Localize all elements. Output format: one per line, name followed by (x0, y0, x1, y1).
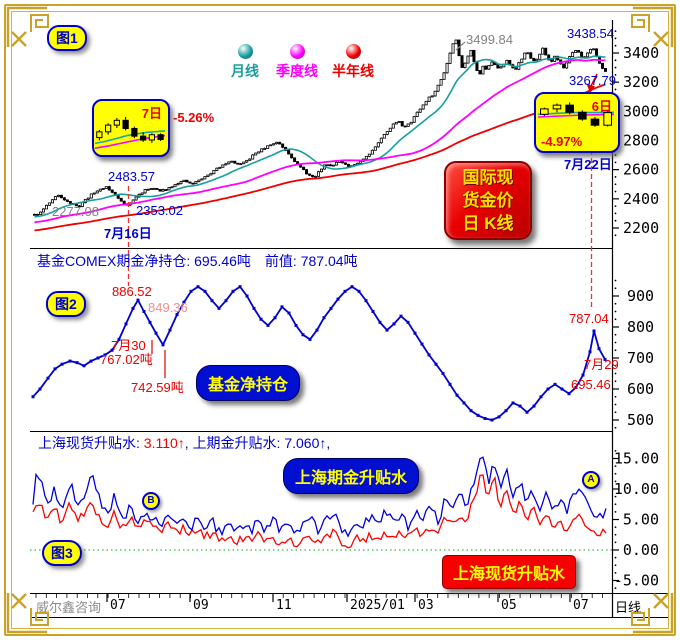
recent-low-label: 3267.79 (569, 73, 616, 88)
legend-label: 季度线 (276, 63, 318, 79)
futures-premium-label: 上期金升贴水: (192, 435, 285, 451)
kline-title-line2: 货金价 (462, 191, 514, 210)
net-peak-label: 886.52 (112, 284, 152, 299)
spot-premium-badge: 上海现货升贴水 (442, 555, 577, 589)
y-axis-tick-label: 800 (627, 318, 654, 336)
net-low-label: 742.59吨 (131, 380, 184, 395)
x-axis-tick-label: 03 (418, 598, 434, 613)
up-arrow-icon: ↑ (177, 435, 185, 451)
net-value1-label: 767.02吨 (100, 352, 153, 367)
corner-ornament-top-left (6, 6, 49, 47)
y-axis-tick-label: 500 (627, 411, 654, 429)
up-arrow-icon: ↑ (319, 435, 327, 451)
candlestick-series (32, 39, 608, 216)
y-axis-tick-label: 600 (627, 380, 654, 398)
y-axis-tick-label: 2600 (623, 161, 659, 179)
recent-high-label: 3438.54 (567, 26, 614, 41)
seven-day-tag: 7日 (141, 106, 162, 121)
corner-ornament-bottom-right (631, 593, 674, 634)
net-date2-label: 7月29 (584, 357, 619, 372)
kline-title-line1: 国际现 (462, 168, 514, 187)
moving-average-lines (34, 55, 606, 232)
y-axis-tick-label: 3200 (623, 73, 659, 91)
futures-premium-badge: 上海期金升贴水 (283, 458, 420, 494)
y-axis-tick-label: 2200 (623, 219, 659, 237)
legend-item-quarterly: 季度线 (266, 44, 328, 81)
spot-premium-label: 上海现货升贴水: (38, 435, 144, 451)
y-axis-tick-label: 3400 (623, 44, 659, 62)
net-recent-peak-label: 787.04 (569, 311, 609, 326)
jul2024-low-label: 2353.02 (136, 203, 183, 218)
marker-b-badge: B (142, 492, 160, 510)
net-position-title: 基金COMEX期金净持仓: 695.46吨 前值: 787.04吨 (37, 253, 358, 269)
futures-premium-value: 7.060 (284, 435, 320, 451)
six-day-inset-chart (538, 102, 614, 127)
kline-title-box: 国际现 货金价 日 K线 (444, 161, 532, 240)
legend-item-monthly: 月线 (220, 44, 270, 81)
date-left-label: 7月16日 (104, 226, 152, 241)
date-right-label: 7月22日 (564, 157, 612, 172)
net-secondary-label: 849.36 (148, 300, 188, 315)
net-latest-label: 695.46 (571, 377, 611, 392)
six-day-change-label: -4.97% (541, 134, 583, 149)
net-position-line (31, 285, 607, 422)
legend-label: 半年线 (332, 63, 374, 79)
figure1-tag: 图1 (47, 25, 87, 51)
x-axis-tick-label: 07 (573, 598, 589, 613)
y-axis-tick-label: 5.00 (623, 511, 659, 529)
left-low-label: ←2277.08 (39, 204, 99, 219)
y-axis-tick-label: 0.00 (623, 541, 659, 559)
seven-day-inset-box: 7日 (92, 99, 170, 157)
separator: , (184, 435, 193, 451)
watermark: 威尔鑫咨询 (36, 600, 102, 615)
y-axis-tick-label: 2400 (623, 190, 659, 208)
y-axis-tick-label: 15.00 (614, 450, 659, 468)
halfyear-line-sphere-icon (345, 44, 361, 59)
premium-title: 上海现货升贴水: 3.110↑, 上期金升贴水: 7.060↑, (38, 433, 330, 453)
legend-item-halfyear: 半年线 (322, 44, 384, 81)
y-axis-tick-label: 2800 (623, 132, 659, 150)
figure3-tag: 图3 (42, 540, 82, 566)
x-axis-tick-label: 2025/01 (350, 598, 405, 613)
corner-ornament-top-right (631, 6, 674, 47)
quarterly-line-sphere-icon (289, 44, 305, 59)
jul2024-high-label: 2483.57 (108, 169, 155, 184)
title-tail: , (326, 435, 331, 451)
spot-premium-value: 3.110 (143, 435, 178, 451)
peak-price-label: 3499.84 (466, 32, 513, 47)
premium-lines (32, 456, 607, 549)
y-axis-tick-label: 900 (627, 287, 654, 305)
monthly-line-sphere-icon (237, 44, 253, 59)
legend-label: 月线 (231, 63, 259, 79)
net-date1-label: 7月30 (111, 338, 146, 353)
seven-day-inset-chart (95, 116, 165, 149)
x-axis-tick-label: 11 (276, 598, 292, 613)
x-axis-tick-label: 07 (110, 598, 126, 613)
y-axis-tick-label: 10.00 (614, 480, 659, 498)
six-day-inset-box: 6日 -4.97% (534, 92, 620, 153)
six-day-tag: 6日 (591, 99, 612, 114)
marker-a-badge: A (582, 471, 600, 489)
y-axis-tick-label: 3000 (623, 102, 659, 120)
corner-ornament-bottom-left (6, 593, 49, 634)
y-axis-tick-label: -5.00 (614, 572, 659, 590)
net-position-badge: 基金净持仓 (196, 365, 301, 401)
figure2-tag: 图2 (46, 291, 86, 317)
x-axis-tick-label: 09 (193, 598, 209, 613)
x-axis-tick-label: 05 (501, 598, 517, 613)
y-axis-tick-label: 700 (627, 349, 654, 367)
timeframe-label: 日线 (615, 600, 642, 615)
kline-title-line3: 日 K线 (462, 214, 514, 233)
seven-day-change-label: -5.26% (173, 110, 215, 125)
